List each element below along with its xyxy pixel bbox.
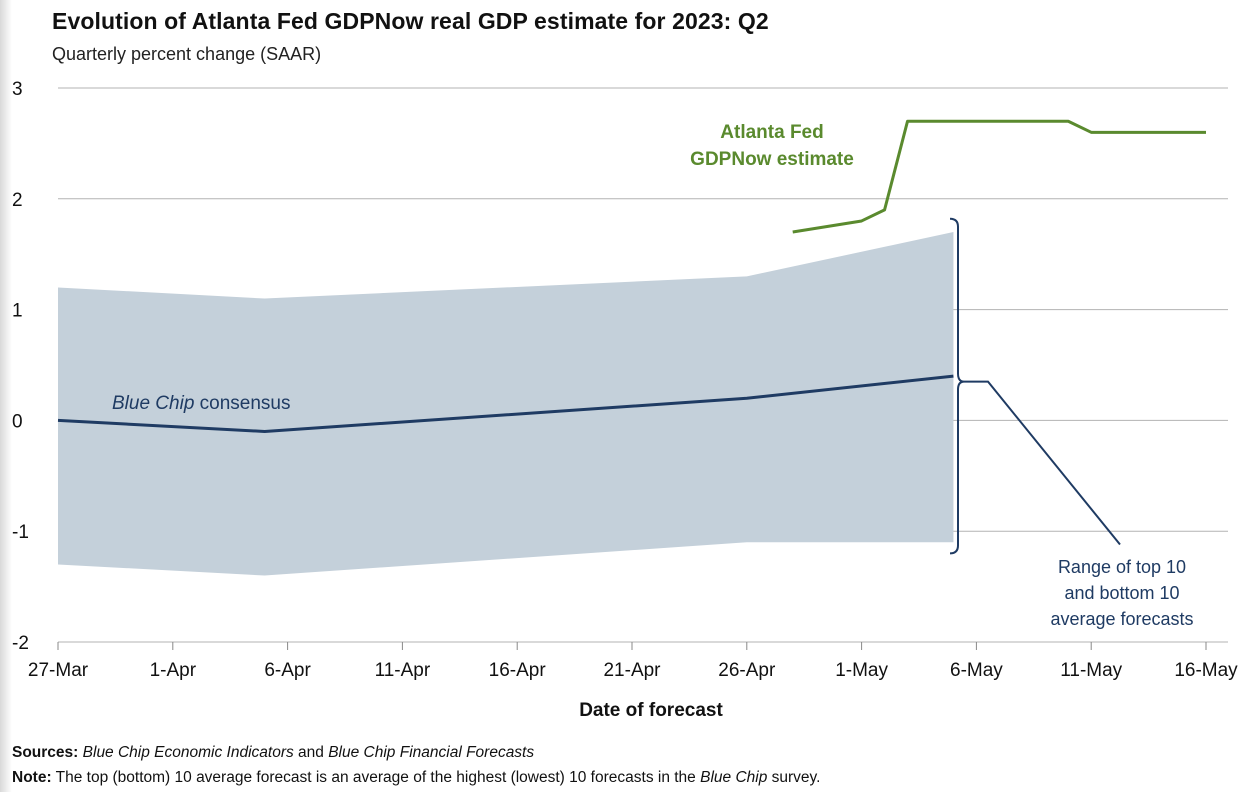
x-tick-label-9: 11-May [1060, 660, 1122, 681]
x-axis-title: Date of forecast [579, 700, 723, 721]
x-tick-label-3: 11-Apr [375, 660, 431, 681]
chart-subtitle: Quarterly percent change (SAAR) [52, 44, 322, 64]
consensus-label-italic: Blue Chip [112, 393, 194, 414]
consensus-label: Blue Chip consensus [112, 393, 291, 414]
gdpnow-line [792, 119, 1206, 234]
x-tick-label-6: 26-Apr [718, 660, 776, 681]
note-text: The top (bottom) 10 average forecast is … [51, 769, 701, 786]
range-leader-line [964, 380, 1121, 546]
range-label-line-2: and bottom 10 [1064, 583, 1179, 603]
y-tick-label-5: -2 [12, 633, 29, 654]
gdpnow-label-line-1: Atlanta Fed [720, 122, 823, 143]
sources-note: Sources: Blue Chip Economic Indicators a… [12, 744, 534, 762]
consensus-label-rest: consensus [194, 393, 290, 414]
x-tick-label-4: 16-Apr [489, 660, 547, 681]
y-tick-label-4: -1 [12, 522, 29, 543]
sources-text-2: Blue Chip Financial Forecasts [328, 744, 535, 761]
left-edge-shadow [0, 0, 12, 792]
y-tick-label-0: 3 [12, 79, 23, 100]
forecast-range-band [58, 232, 954, 576]
range-label-line-3: average forecasts [1050, 609, 1193, 629]
note-italic: Blue Chip [700, 769, 768, 786]
x-tick-label-8: 6-May [950, 660, 1003, 681]
sources-label: Sources: [12, 744, 79, 761]
consensus-line [57, 374, 954, 433]
x-tick-label-2: 6-Apr [264, 660, 311, 681]
x-tick-label-7: 1-May [835, 660, 888, 681]
sources-text-1: Blue Chip Economic Indicators [82, 744, 294, 761]
x-tick-label-5: 21-Apr [603, 660, 661, 681]
chart-title: Evolution of Atlanta Fed GDPNow real GDP… [52, 8, 769, 34]
note-label: Note: [12, 769, 52, 786]
survey-note: Note: The top (bottom) 10 average foreca… [12, 769, 820, 787]
y-tick-label-3: 0 [12, 411, 23, 432]
x-tick-label-0: 27-Mar [28, 660, 89, 681]
sources-and: and [293, 744, 329, 761]
gdpnow-label-line-2: GDPNow estimate [690, 149, 854, 170]
range-label-line-1: Range of top 10 [1058, 557, 1186, 577]
x-tick-label-10: 16-May [1174, 660, 1238, 681]
y-tick-label-1: 2 [12, 190, 23, 211]
x-tick-label-1: 1-Apr [150, 660, 197, 681]
note-end: survey. [767, 769, 821, 786]
y-tick-label-2: 1 [12, 301, 23, 322]
